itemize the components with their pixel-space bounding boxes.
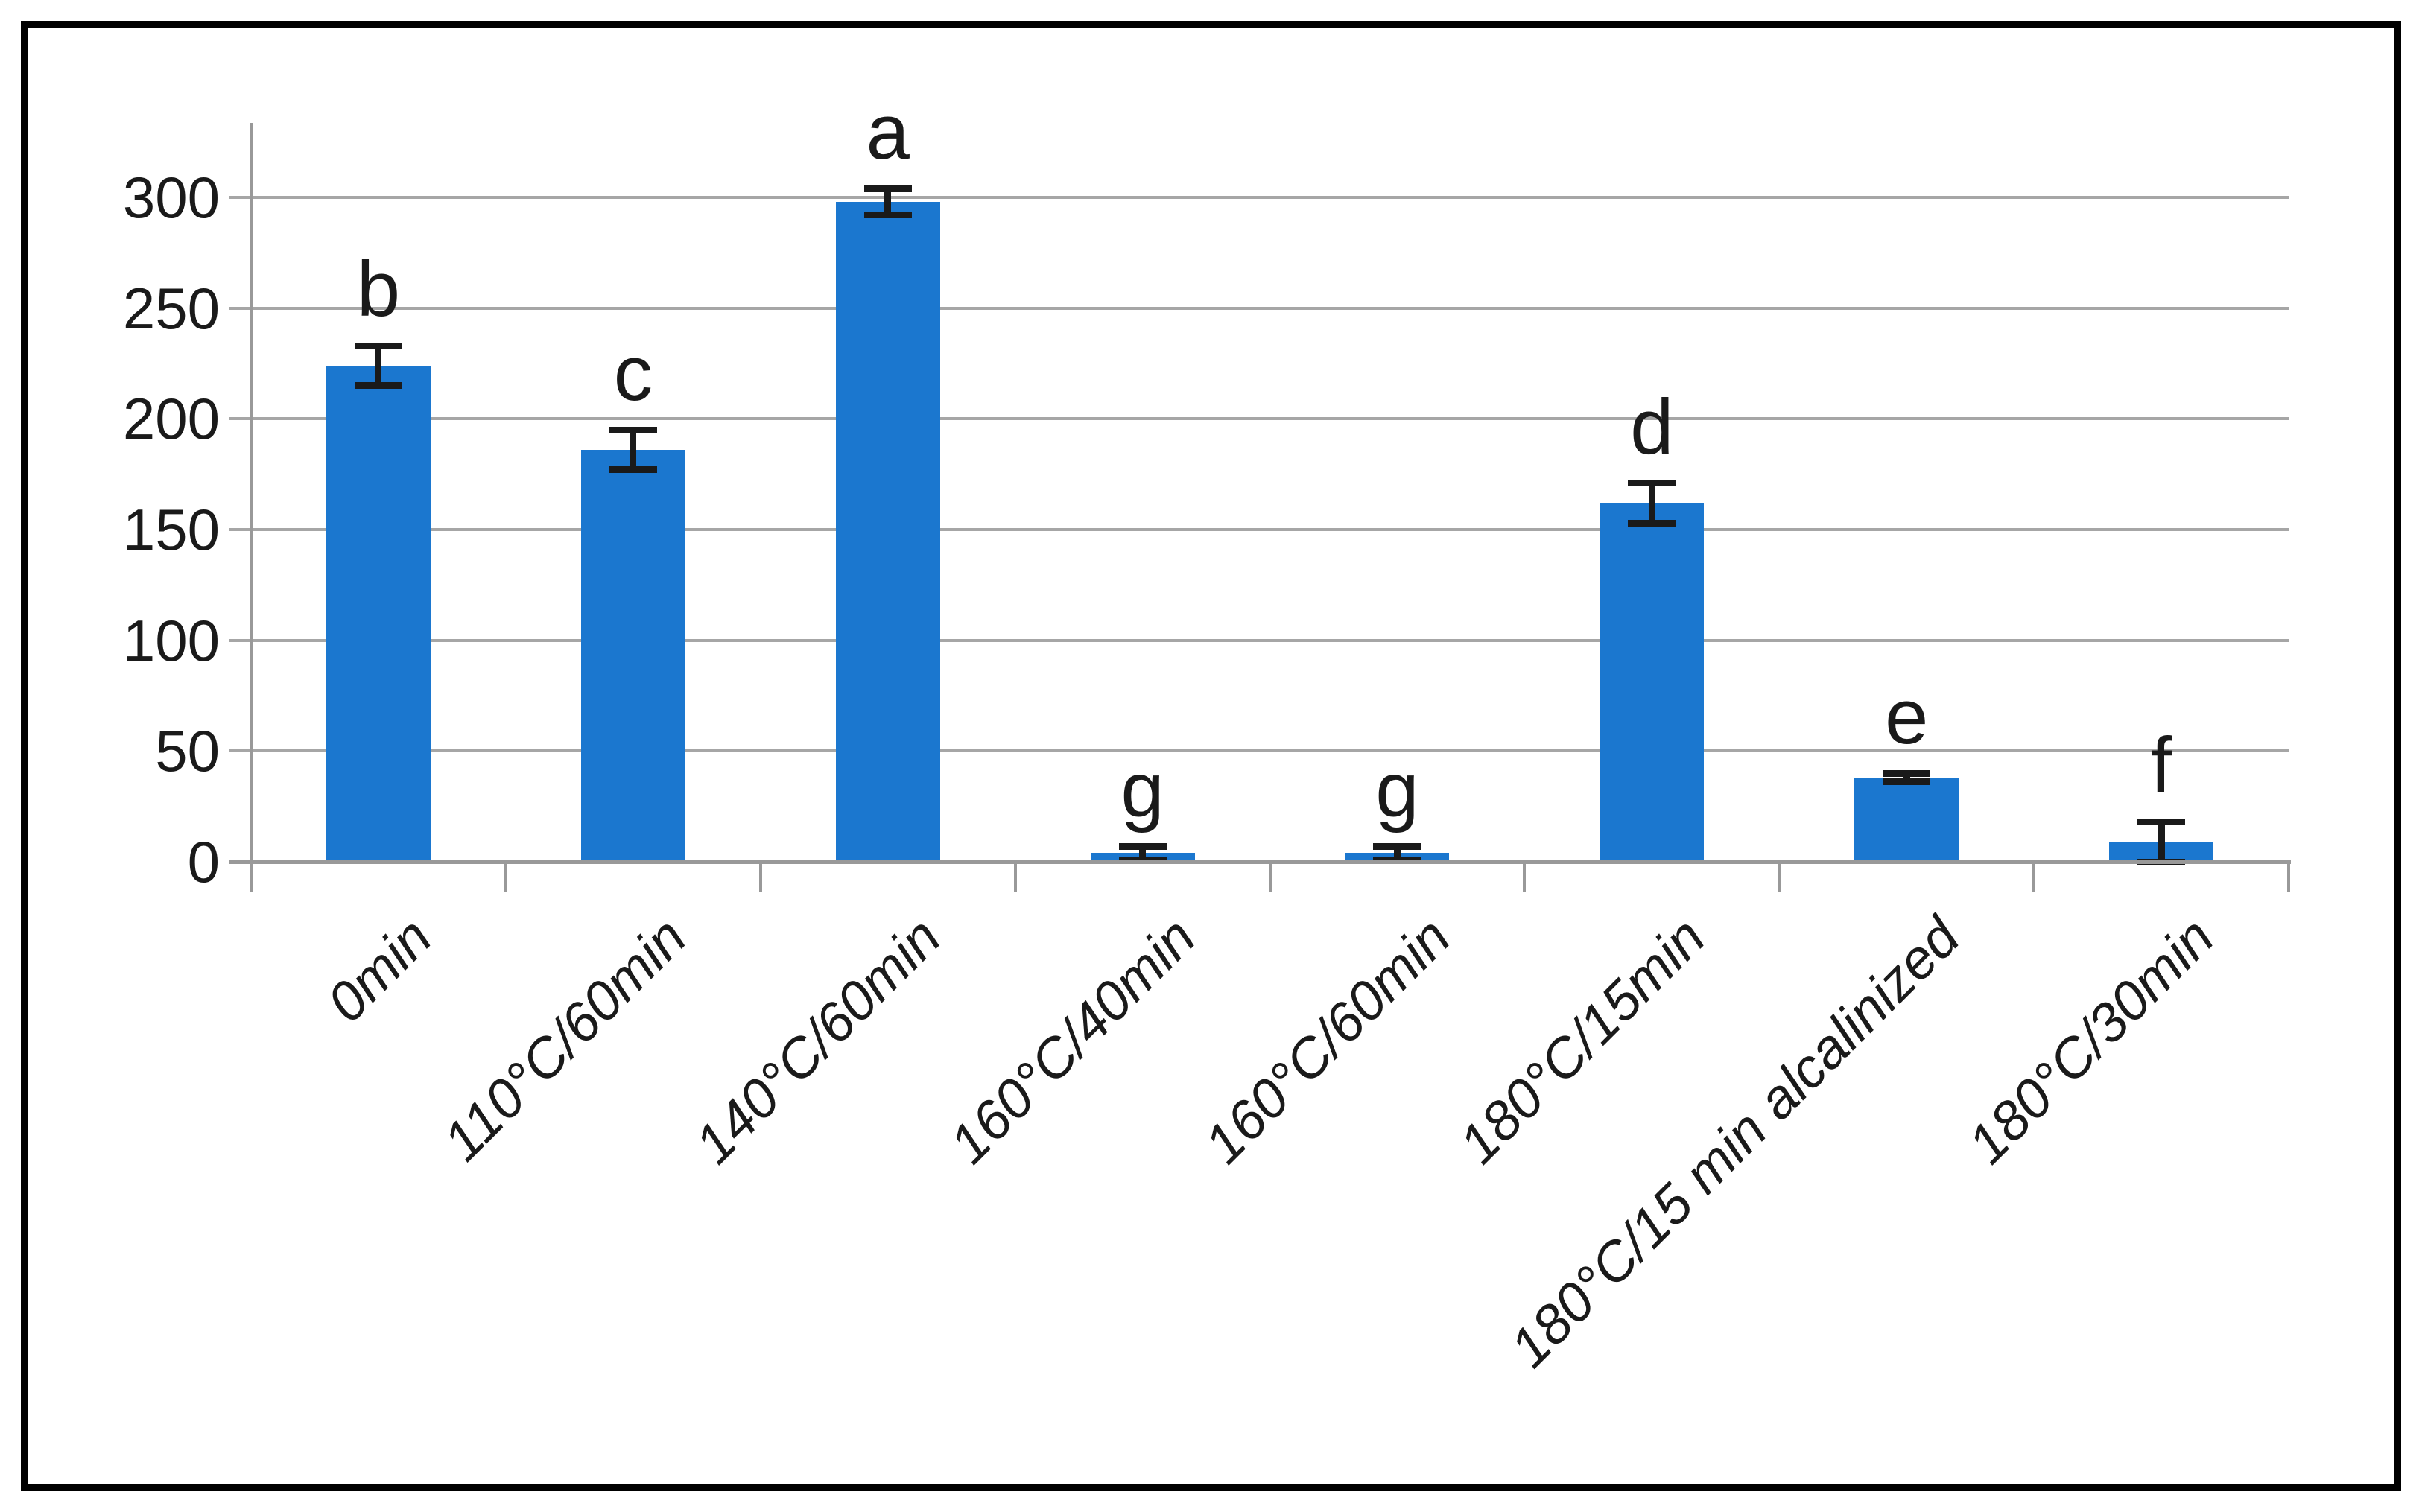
x-tick-label: 180°C/30min bbox=[1956, 905, 2226, 1175]
error-bar-cap bbox=[1883, 769, 1931, 777]
error-bar-cap bbox=[863, 185, 912, 192]
gridline bbox=[229, 306, 2289, 310]
x-axis-line bbox=[229, 860, 2291, 864]
bar bbox=[835, 201, 940, 862]
x-tick-label: 160°C/40min bbox=[937, 905, 1208, 1175]
error-bar-line bbox=[1648, 483, 1655, 524]
error-bar-line bbox=[1393, 846, 1401, 860]
y-tick-label: 250 bbox=[122, 275, 220, 341]
error-bar-cap bbox=[354, 382, 402, 390]
y-axis-line bbox=[250, 123, 253, 864]
error-bar-cap bbox=[1628, 519, 1676, 527]
error-bar-line bbox=[630, 430, 637, 470]
error-bar-cap bbox=[354, 342, 402, 349]
significance-letter: c bbox=[613, 330, 653, 418]
gridline bbox=[229, 528, 2289, 531]
y-tick-label: 150 bbox=[122, 497, 220, 562]
x-axis-boundary-tick bbox=[1523, 862, 1527, 892]
significance-letter: f bbox=[2150, 722, 2172, 810]
error-bar-line bbox=[375, 346, 382, 386]
error-bar-cap bbox=[2137, 818, 2186, 825]
significance-letter: e bbox=[1884, 673, 1929, 761]
significance-letter: a bbox=[866, 89, 910, 177]
x-axis-boundary-tick bbox=[2032, 862, 2036, 892]
x-tick-label: 160°C/60min bbox=[1192, 905, 1462, 1175]
x-tick-label: 140°C/60min bbox=[682, 905, 953, 1175]
error-bar-cap bbox=[1373, 856, 1421, 863]
error-bar-line bbox=[1903, 773, 1910, 782]
x-axis-boundary-tick bbox=[1778, 862, 1781, 892]
gridline bbox=[229, 417, 2289, 421]
gridline bbox=[229, 749, 2289, 753]
bar bbox=[1854, 778, 1959, 862]
x-tick-label: 110°C/60min bbox=[431, 905, 698, 1172]
error-bar-cap bbox=[1118, 856, 1167, 863]
chart-outer-border bbox=[21, 21, 2401, 1491]
bar bbox=[326, 365, 431, 862]
error-bar-cap bbox=[1118, 842, 1167, 850]
y-tick-label: 0 bbox=[187, 829, 220, 895]
bar bbox=[1600, 503, 1705, 862]
gridline bbox=[229, 196, 2289, 199]
x-axis-boundary-tick bbox=[2287, 862, 2290, 892]
x-axis-boundary-tick bbox=[250, 862, 253, 892]
error-bar-line bbox=[1139, 846, 1147, 860]
significance-letter: d bbox=[1630, 383, 1674, 471]
error-bar-cap bbox=[1628, 480, 1676, 487]
error-bar-cap bbox=[863, 212, 912, 219]
y-tick-label: 50 bbox=[155, 718, 220, 784]
x-tick-label: 180°C/15 min alcalinized bbox=[1497, 905, 1971, 1379]
x-axis-boundary-tick bbox=[1013, 862, 1017, 892]
error-bar-cap bbox=[1883, 778, 1931, 786]
x-axis-boundary-tick bbox=[1268, 862, 1272, 892]
significance-letter: b bbox=[356, 246, 401, 334]
error-bar-cap bbox=[609, 426, 657, 433]
y-tick-label: 100 bbox=[122, 607, 220, 673]
gridline bbox=[229, 638, 2289, 642]
bar bbox=[580, 449, 685, 862]
significance-letter: g bbox=[1375, 746, 1419, 834]
error-bar-line bbox=[2158, 822, 2165, 862]
x-axis-boundary-tick bbox=[504, 862, 507, 892]
y-tick-label: 200 bbox=[122, 386, 220, 452]
significance-letter: g bbox=[1120, 746, 1164, 834]
error-bar-cap bbox=[1373, 842, 1421, 850]
error-bar-cap bbox=[609, 466, 657, 474]
x-tick-label: 0min bbox=[314, 905, 443, 1034]
x-tick-label: 180°C/15min bbox=[1447, 905, 1716, 1175]
x-axis-boundary-tick bbox=[758, 862, 762, 892]
error-bar-line bbox=[884, 188, 892, 215]
y-tick-label: 300 bbox=[122, 165, 220, 230]
